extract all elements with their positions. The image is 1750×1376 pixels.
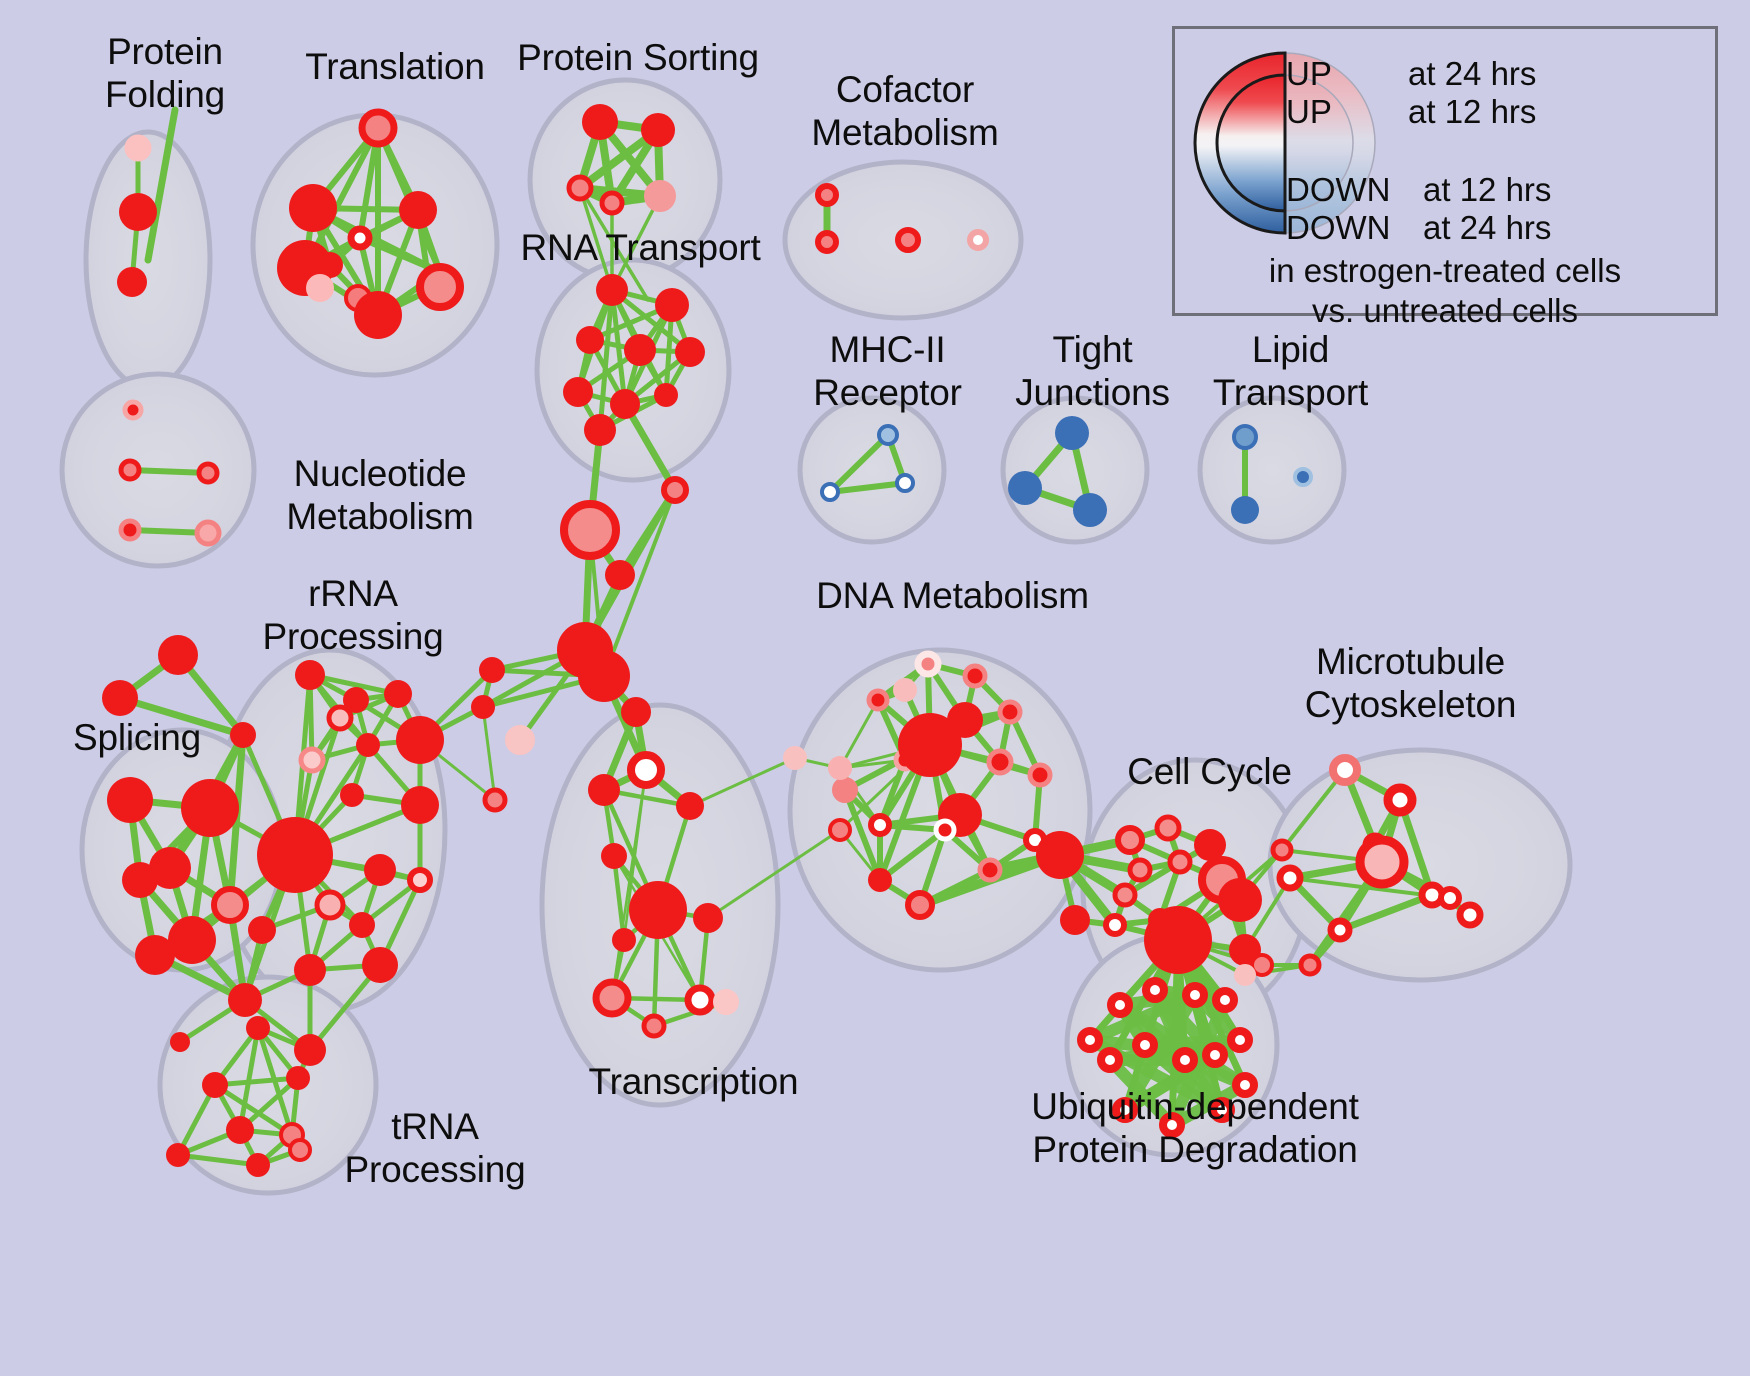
legend-footer-line1: in estrogen-treated cells [1268,252,1622,289]
legend-footer-line2: vs. untreated cells [1312,292,1578,329]
legend-row-up-12-time: at 12 hrs [1408,93,1537,130]
legend-panel: UP at 24 hrs UP at 12 hrs DOWN at 12 hrs… [1172,26,1718,329]
legend-row-down-12-time: at 12 hrs [1423,171,1552,208]
halo-mhc [797,395,947,545]
legend-row-down-12-state: DOWN [1286,171,1391,208]
legend-color-key [1193,51,1376,235]
halo-tight [1000,395,1150,545]
legend-row-down-24-time: at 24 hrs [1423,209,1552,246]
legend-row-up-24-time: at 24 hrs [1408,55,1537,92]
legend-row-up-12-state: UP [1286,93,1332,130]
halo-lipid [1197,395,1347,545]
network-nodes [102,104,1484,1177]
legend-row-up-24-state: UP [1286,55,1332,92]
legend-row-down-24-state: DOWN [1286,209,1391,246]
